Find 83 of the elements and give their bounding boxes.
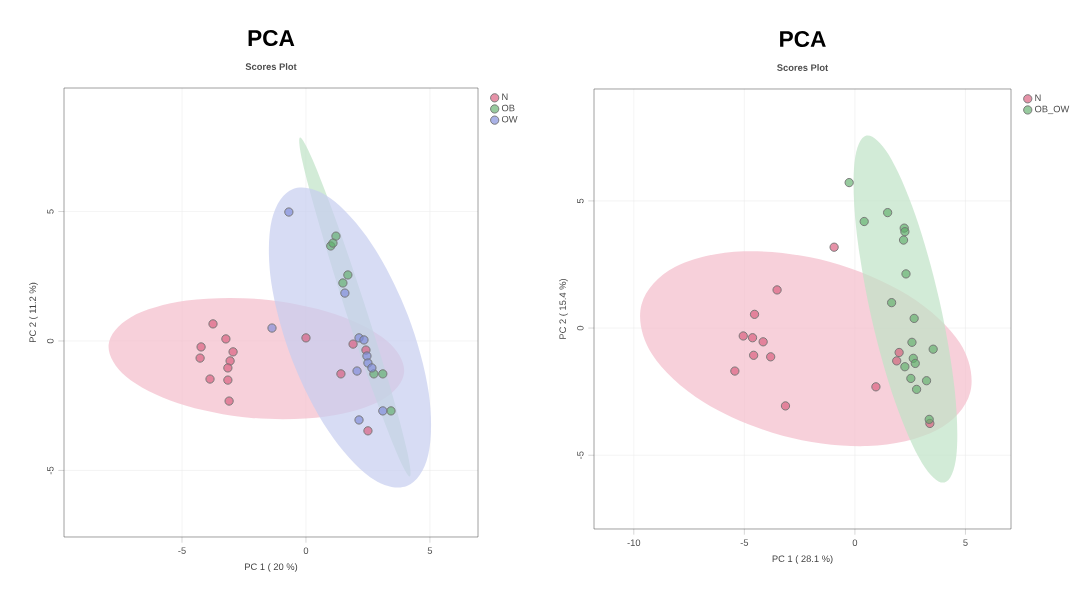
point <box>362 351 372 361</box>
legend-label: OB_OW <box>1034 105 1070 115</box>
point <box>901 269 911 279</box>
point <box>910 358 920 369</box>
x-tick-label: 5 <box>963 539 968 546</box>
point <box>921 376 932 386</box>
point <box>363 426 373 436</box>
point <box>906 373 916 384</box>
point <box>301 333 311 343</box>
point <box>738 331 748 341</box>
point <box>907 337 917 347</box>
point <box>749 309 760 319</box>
point <box>359 335 369 345</box>
x-tick-label: 0 <box>852 539 858 546</box>
point <box>223 375 233 385</box>
point <box>747 333 758 343</box>
legend-label: N <box>1035 94 1041 102</box>
chart-title: PCA <box>248 30 295 47</box>
point <box>909 313 919 324</box>
point <box>224 396 234 406</box>
y-axis-title: PC 2 ( 15.4 %) <box>559 278 568 339</box>
point <box>378 369 388 379</box>
point <box>225 356 235 366</box>
point <box>284 207 294 217</box>
point <box>348 339 358 349</box>
point <box>267 323 277 333</box>
point <box>844 177 854 188</box>
x-tick-label: 5 <box>427 547 433 554</box>
y-axis-title: PC 2 ( 11.2 %) <box>29 282 38 342</box>
legend-label: OW <box>501 115 518 123</box>
point <box>887 298 897 308</box>
point <box>195 353 205 363</box>
point <box>221 334 231 344</box>
y-tick-label: -5 <box>47 466 54 475</box>
point <box>196 342 206 352</box>
point <box>208 319 218 329</box>
point <box>829 242 839 252</box>
chart-title: PCA <box>780 31 826 48</box>
point <box>378 406 388 416</box>
point <box>912 384 922 394</box>
point <box>331 231 341 241</box>
y-tick-label: 5 <box>577 198 584 204</box>
point <box>228 347 238 357</box>
point <box>205 374 215 384</box>
x-tick-label: 0 <box>303 547 309 554</box>
point <box>780 401 791 411</box>
x-tick-label: -5 <box>178 547 186 554</box>
point <box>900 227 910 237</box>
point <box>900 362 910 372</box>
point <box>338 278 348 288</box>
point <box>924 414 934 424</box>
point <box>730 366 740 376</box>
chart-subtitle: Scores Plot <box>777 64 829 71</box>
point <box>859 216 869 227</box>
point <box>766 352 776 362</box>
point <box>367 363 377 373</box>
point <box>892 356 902 366</box>
point <box>386 406 396 416</box>
chart-subtitle: Scores Plot <box>245 63 297 70</box>
x-axis-title: PC 1 ( 28.1 %) <box>772 555 833 564</box>
point <box>749 350 759 360</box>
x-tick-label: -10 <box>627 539 641 546</box>
legend-label: OB <box>501 104 515 112</box>
point <box>772 285 782 295</box>
x-tick-label: -5 <box>740 539 749 546</box>
point <box>223 363 233 373</box>
point <box>336 369 346 379</box>
legend-label: N <box>502 93 508 101</box>
point <box>343 270 353 280</box>
y-tick-label: 0 <box>47 338 54 344</box>
point <box>883 208 893 218</box>
y-tick-label: -5 <box>577 451 584 459</box>
y-tick-label: 5 <box>47 209 54 214</box>
point <box>871 382 881 392</box>
point <box>758 337 768 347</box>
point <box>354 415 364 425</box>
point <box>894 347 904 358</box>
point <box>928 344 938 354</box>
point <box>898 235 909 245</box>
point <box>352 366 362 376</box>
y-tick-label: 0 <box>577 325 584 331</box>
x-axis-title: PC 1 ( 20 %) <box>245 563 298 572</box>
point <box>340 288 350 298</box>
